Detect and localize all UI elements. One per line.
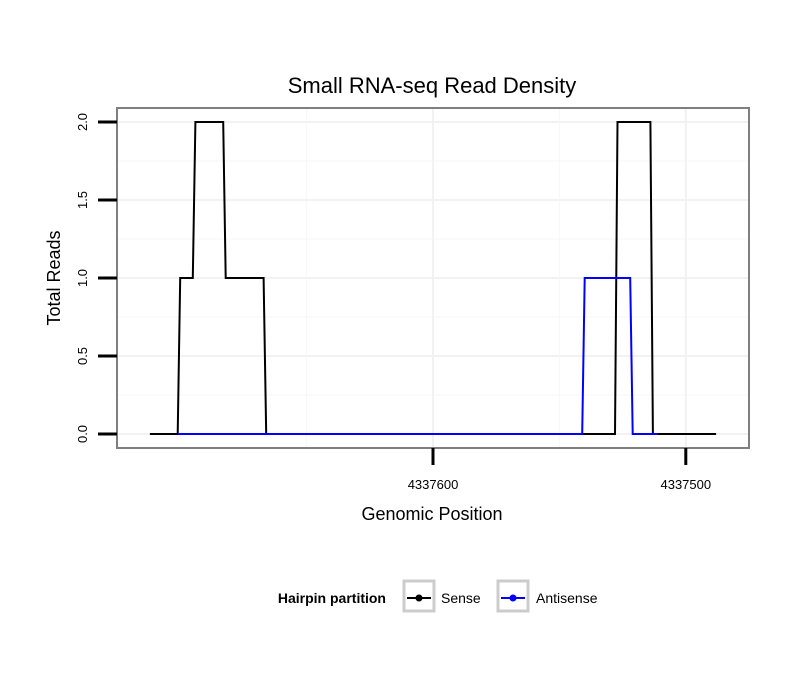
x-axis-title: Genomic Position xyxy=(361,504,502,524)
legend-marker-sense xyxy=(415,594,423,602)
grid xyxy=(117,108,749,448)
y-tick-label-2: 1.0 xyxy=(75,269,90,287)
chart-title: Small RNA-seq Read Density xyxy=(288,73,577,98)
y-tick-label-4: 2.0 xyxy=(75,113,90,131)
y-axis-title: Total Reads xyxy=(44,230,64,325)
legend: Hairpin partition Sense Antisense xyxy=(278,579,598,613)
legend-title: Hairpin partition xyxy=(278,590,386,606)
series-line-antisense xyxy=(177,277,658,435)
y-tick-label-1: 0.5 xyxy=(75,347,90,365)
legend-label-sense: Sense xyxy=(441,590,481,606)
x-tick-label-0: 4337600 xyxy=(408,477,459,492)
y-axis-ticks: 0.0 0.5 1.0 1.5 2.0 xyxy=(75,113,117,443)
x-tick-label-1: 4337500 xyxy=(660,477,711,492)
y-tick-label-0: 0.0 xyxy=(75,425,90,443)
x-axis-ticks: 4337600 4337500 xyxy=(408,448,711,492)
legend-item-antisense[interactable]: Antisense xyxy=(496,579,598,613)
legend-marker-antisense xyxy=(509,594,517,602)
series-layer xyxy=(149,121,717,435)
legend-item-sense[interactable]: Sense xyxy=(402,579,481,613)
y-tick-label-3: 1.5 xyxy=(75,191,90,209)
legend-label-antisense: Antisense xyxy=(536,590,598,606)
series-line-sense xyxy=(149,121,717,435)
